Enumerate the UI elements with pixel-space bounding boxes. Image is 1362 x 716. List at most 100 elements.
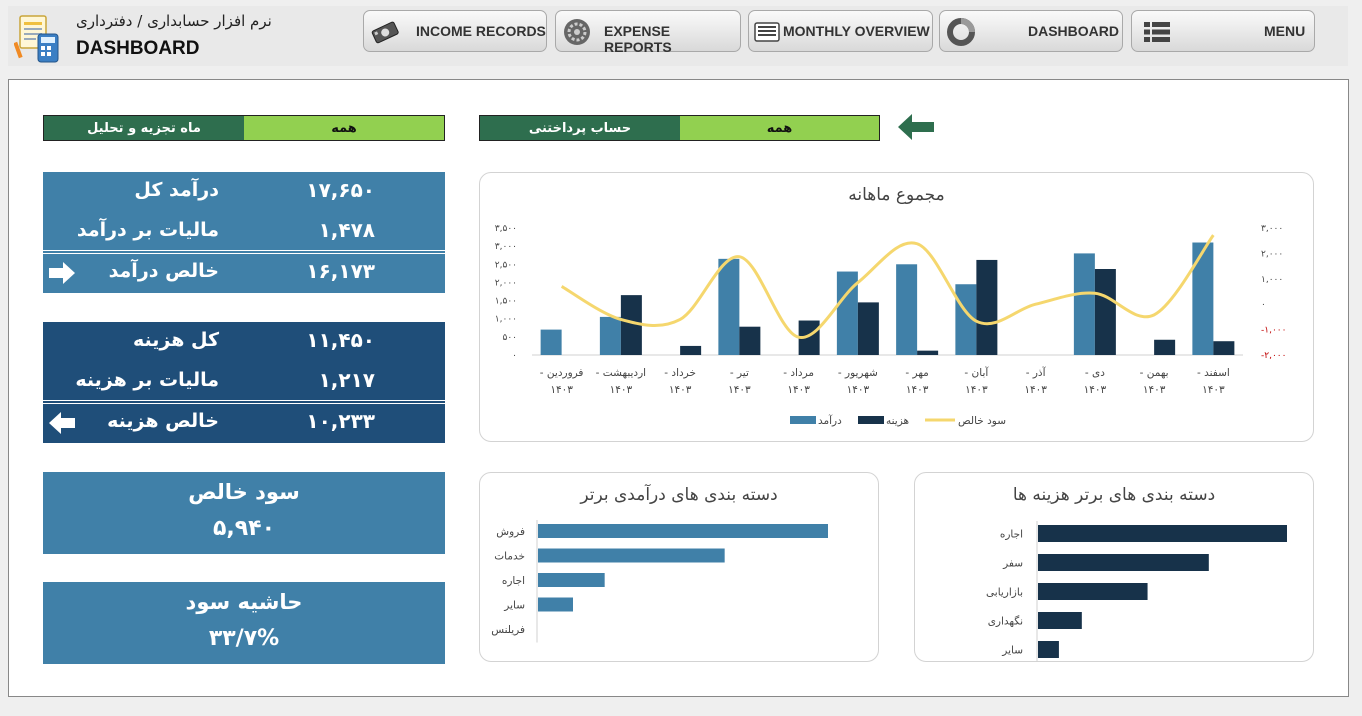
expense-tax-label: مالیات بر هزینه	[75, 369, 219, 391]
arrow-right-icon	[49, 262, 75, 284]
income-kpi-block: درآمد کل ۱۷,۶۵۰ مالیات بر درآمد ۱,۴۷۸ خا…	[43, 172, 445, 293]
category-label: سایر	[503, 600, 525, 612]
y2-axis-tick-label: -۲,۰۰۰	[1261, 351, 1286, 361]
x-axis-tick-label: اسفند -	[1197, 367, 1230, 379]
dashboard-button[interactable]: DASHBOARD	[939, 10, 1123, 52]
x-axis-tick-label: ۱۴۰۳	[787, 384, 810, 396]
menu-icon	[1144, 22, 1170, 42]
expense-tax-row: مالیات بر هزینه ۱,۲۱۷	[43, 362, 445, 400]
x-axis-tick-label: اردیبهشت -	[596, 367, 646, 379]
divider	[43, 250, 445, 251]
arrow-left-icon	[898, 114, 934, 140]
income-bar	[1073, 253, 1095, 355]
x-axis-tick-label: خرداد -	[664, 367, 696, 379]
monthly-chart-card: مجموع ماهانه ۰ ۵۰۰ ۱,۰۰۰ ۱,۵۰۰ ۲,۰۰۰ ۲,۵۰۰ ۳,۰…	[479, 172, 1314, 442]
income-total-label: درآمد کل	[134, 179, 219, 201]
account-filter-label: حساب پرداختنی	[480, 116, 680, 140]
account-filter: حساب پرداختنی همه	[479, 115, 880, 141]
income-bar	[896, 264, 918, 355]
category-bar	[538, 524, 828, 538]
income-bar	[836, 271, 858, 355]
x-axis-tick-label: ۱۴۰۳	[610, 384, 633, 396]
donut-icon	[947, 18, 975, 46]
monthly-overview-label: MONTHLY OVERVIEW	[783, 23, 930, 39]
x-axis-tick-label: ۱۴۰۳	[1143, 384, 1166, 396]
category-label: فروش	[496, 526, 525, 538]
expense-bar	[620, 295, 642, 355]
income-categories-title: دسته بندی های درآمدی برتر	[580, 485, 778, 505]
income-categories-card: دسته بندی های درآمدی برتر فروش خدمات اجاره…	[479, 472, 879, 662]
expense-bar	[1213, 341, 1235, 355]
expense-total-label: کل هزینه	[132, 329, 219, 351]
x-axis-tick-label: دی -	[1085, 367, 1105, 379]
expense-reports-button[interactable]: EXPENSE REPORTS	[555, 10, 741, 55]
x-axis-tick-label: ۱۴۰۳	[847, 384, 870, 396]
y-axis-tick-label: ۱,۰۰۰	[495, 315, 517, 325]
category-label: اجاره	[1000, 529, 1023, 541]
month-filter: ماه تجزیه و تحلیل همه	[43, 115, 445, 141]
category-label: فریلنس	[491, 624, 525, 636]
x-axis-tick-label: بهمن -	[1140, 367, 1169, 379]
x-axis-tick-label: مرداد -	[783, 367, 814, 379]
category-bar	[1038, 612, 1082, 629]
legend-label-net-profit: سود خالص	[958, 415, 1006, 427]
income-total-row: درآمد کل ۱۷,۶۵۰	[43, 172, 445, 210]
income-bar	[599, 316, 621, 355]
account-filter-select[interactable]: همه	[680, 116, 879, 140]
month-filter-label: ماه تجزیه و تحلیل	[44, 116, 244, 140]
legend-swatch-expense	[858, 416, 884, 424]
menu-button[interactable]: MENU	[1131, 10, 1315, 52]
expense-bar	[1094, 269, 1116, 355]
expense-bar	[798, 320, 820, 355]
category-label: خدمات	[494, 551, 525, 563]
expense-total-row: کل هزینه ۱۱,۴۵۰	[43, 322, 445, 360]
net-profit-label: سود خالص	[188, 480, 300, 504]
y-axis-tick-label: ۳,۰۰۰	[495, 242, 517, 252]
y-axis-tick-label: ۰	[512, 351, 517, 361]
profit-margin-card: حاشیه سود ۳۳/۷%	[43, 582, 445, 664]
expense-net-value: ۱۰,۲۳۳	[306, 409, 375, 433]
monthly-overview-button[interactable]: MONTHLY OVERVIEW	[748, 10, 933, 52]
expense-bar	[680, 345, 702, 355]
income-bar	[1192, 242, 1214, 355]
category-bar	[1038, 641, 1059, 658]
expense-net-label: خالص هزینه	[107, 410, 219, 432]
y2-axis-tick-label: ۳,۰۰۰	[1261, 224, 1283, 234]
income-records-button[interactable]: INCOME RECORDS	[363, 10, 547, 52]
y2-axis-tick-label: -۱,۰۰۰	[1261, 326, 1286, 336]
x-axis-tick-label: تیر -	[730, 367, 749, 379]
expense-bar	[739, 326, 761, 355]
x-axis-tick-label: ۱۴۰۳	[1084, 384, 1107, 396]
x-axis-tick-label: مهر -	[905, 367, 928, 379]
x-axis-tick-label: ۱۴۰۳	[728, 384, 751, 396]
category-bar	[538, 573, 605, 587]
category-label: نگهداری	[988, 615, 1023, 628]
y-axis-tick-label: ۲,۵۰۰	[495, 260, 517, 270]
divider	[43, 400, 445, 401]
income-tax-label: مالیات بر درآمد	[76, 219, 219, 241]
expense-bar	[917, 350, 939, 355]
y-axis-tick-label: ۱,۵۰۰	[495, 297, 517, 307]
legend-label-income: درآمد	[818, 414, 842, 427]
profit-margin-label: حاشیه سود	[185, 590, 303, 614]
x-axis-tick-label: شهریور -	[838, 367, 878, 379]
menu-label: MENU	[1264, 23, 1306, 39]
category-bar	[538, 597, 573, 612]
x-axis-tick-label: فروردین -	[540, 367, 584, 379]
category-label: سایر	[1001, 645, 1023, 657]
expense-total-value: ۱۱,۴۵۰	[306, 328, 375, 352]
category-label: سفر	[1002, 558, 1023, 570]
income-tax-row: مالیات بر درآمد ۱,۴۷۸	[43, 212, 445, 250]
x-axis-tick-label: آبان -	[964, 366, 989, 379]
app-subtitle: نرم افزار حسابداری / دفترداری	[76, 12, 272, 30]
income-net-row: خالص درآمد ۱۶,۱۷۳	[43, 253, 445, 291]
month-filter-select[interactable]: همه	[244, 116, 444, 140]
income-tax-value: ۱,۴۷۸	[318, 218, 375, 242]
income-records-label: INCOME RECORDS	[416, 23, 546, 39]
x-axis-tick-label: ۱۴۰۳	[669, 384, 692, 396]
x-axis-tick-label: ۱۴۰۳	[1202, 384, 1225, 396]
money-icon	[371, 21, 399, 44]
x-axis-tick-label: آذر -	[1026, 366, 1047, 379]
x-axis-tick-label: ۱۴۰۳	[550, 384, 573, 396]
x-axis-tick-label: ۱۴۰۳	[906, 384, 929, 396]
